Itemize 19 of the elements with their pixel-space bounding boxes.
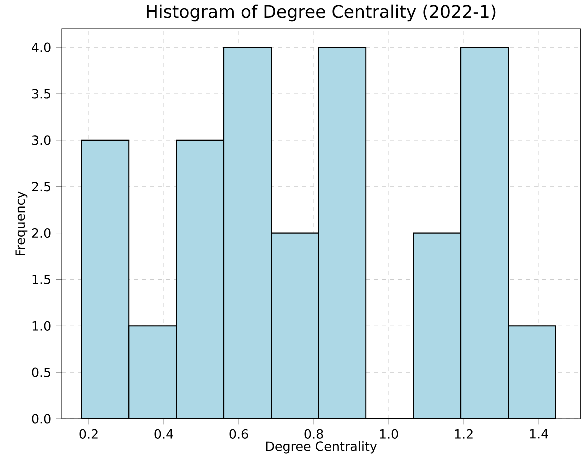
y-tick-label: 0.0 [32,414,51,424]
x-axis-title: Degree Centrality [266,441,378,454]
y-tick-label: 0.5 [32,368,51,378]
y-tick-label: 2.5 [32,182,51,192]
x-tick-label: 0.6 [230,429,248,439]
y-tick-label: 3.0 [32,136,51,146]
y-axis-title: Frequency [16,192,28,256]
y-tick-label: 3.5 [32,89,51,99]
y-tick-label: 1.0 [32,321,51,331]
x-tick-label: 0.4 [154,429,174,439]
x-tick-label: 1.4 [530,429,548,439]
chart-title: Histogram of Degree Centrality (2022-1) [147,4,496,22]
x-tick-label: 0.8 [304,429,324,439]
y-tick-label: 1.5 [32,275,51,284]
x-tick-label: 1.2 [455,429,473,439]
x-tick-label: 1.0 [380,429,398,439]
x-tick-label: 0.2 [80,429,98,439]
y-tick-label: 2.0 [32,228,51,238]
y-tick-label: 4.0 [32,42,51,52]
